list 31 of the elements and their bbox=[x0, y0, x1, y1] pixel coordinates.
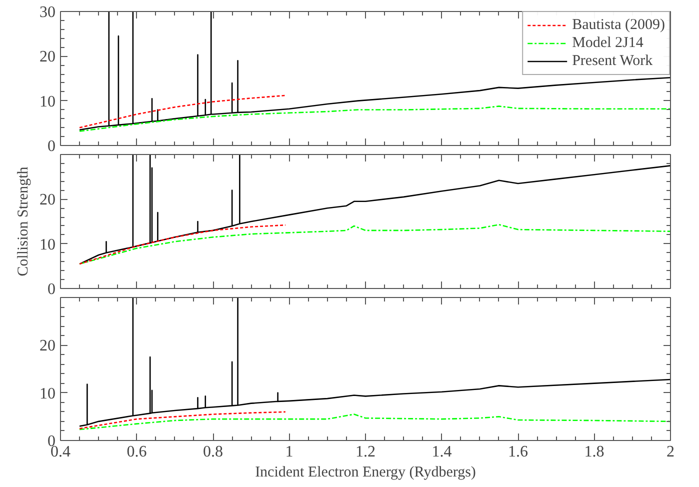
x-tick-label: 1 bbox=[285, 444, 294, 460]
x-axis-title: Incident Electron Energy (Rydbergs) bbox=[255, 464, 476, 480]
y-tick-label: 10 bbox=[40, 93, 56, 110]
x-tick-label: 1.6 bbox=[508, 444, 528, 460]
line-series bbox=[78, 12, 670, 131]
line-series bbox=[78, 224, 286, 265]
legend-label: Model 2J14 bbox=[572, 34, 644, 52]
line-series bbox=[78, 106, 670, 132]
x-tick-label: 1.4 bbox=[432, 444, 452, 460]
y-tick-label: 10 bbox=[40, 236, 56, 254]
x-tick-label: 0.8 bbox=[203, 444, 223, 460]
x-tick-label: 1.2 bbox=[356, 444, 376, 460]
y-tick-label: 20 bbox=[40, 48, 56, 66]
line-series bbox=[78, 411, 286, 430]
x-tick-label: 1.8 bbox=[584, 444, 604, 460]
y-tick-label: 0 bbox=[48, 281, 56, 298]
y-tick-label: 30 bbox=[40, 4, 56, 21]
y-axis-title: Collision Strength bbox=[16, 166, 32, 276]
y-tick-label: 20 bbox=[40, 338, 56, 355]
y-tick-label: 10 bbox=[40, 385, 56, 402]
legend-label: Bautista (2009) bbox=[572, 16, 665, 34]
line-series bbox=[78, 154, 670, 265]
line-series bbox=[78, 298, 670, 427]
y-tick-label: 20 bbox=[40, 192, 56, 209]
line-series bbox=[78, 414, 670, 430]
x-tick-label: 2 bbox=[666, 444, 674, 460]
x-tick-label: 0.6 bbox=[126, 444, 147, 460]
legend-label: Present Work bbox=[572, 52, 653, 70]
y-tick-label: 0 bbox=[48, 138, 56, 155]
line-series bbox=[78, 224, 670, 265]
line-series bbox=[78, 94, 286, 128]
